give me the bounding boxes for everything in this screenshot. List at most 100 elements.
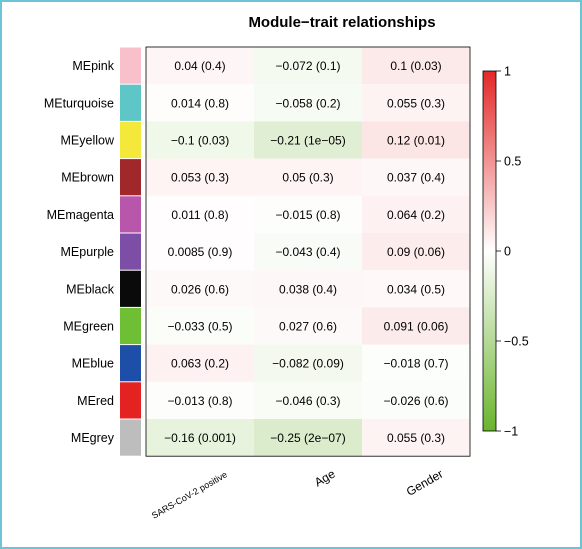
cell-label: −0.026 (0.6) (383, 394, 448, 408)
cell-label: −0.058 (0.2) (275, 96, 340, 110)
heatmap-cell (146, 344, 254, 382)
heatmap-cell (146, 419, 254, 457)
cell-label: −0.043 (0.4) (275, 245, 340, 259)
heatmap-cell (146, 121, 254, 159)
cell-label: 0.027 (0.6) (279, 320, 337, 334)
module-label: MEred (77, 394, 114, 408)
cell-label: 0.09 (0.06) (387, 245, 445, 259)
colorbar-tick-label: 0 (504, 245, 511, 259)
module-label: MEgreen (63, 320, 114, 334)
module-label: MEblack (66, 282, 115, 296)
cell-label: −0.015 (0.8) (275, 208, 340, 222)
cell-label: 0.055 (0.3) (387, 431, 445, 445)
heatmap-cell (254, 381, 362, 419)
module-label: MEgrey (71, 431, 115, 445)
module-label: MEmagenta (47, 208, 114, 222)
heatmap-cell (362, 419, 470, 457)
heatmap-cell (146, 307, 254, 345)
module-label: MEpurple (61, 245, 115, 259)
chart-title: Module−trait relationships (248, 14, 435, 31)
colorbar-tick-label: −0.5 (504, 335, 529, 349)
heatmap-cell (362, 344, 470, 382)
heatmap-cell (146, 47, 254, 85)
cell-label: 0.026 (0.6) (171, 282, 229, 296)
cell-label: −0.046 (0.3) (275, 394, 340, 408)
cell-label: 0.05 (0.3) (282, 171, 333, 185)
module-swatch (120, 307, 141, 345)
module-swatch (120, 159, 141, 196)
module-swatch (120, 270, 141, 307)
heatmap-cell (254, 47, 362, 85)
heatmap-cell (146, 381, 254, 419)
colorbar-tick-label: 0.5 (504, 155, 521, 169)
heatmap-cell (362, 47, 470, 85)
cell-label: 0.091 (0.06) (384, 320, 449, 334)
cell-label: −0.25 (2e−07) (270, 431, 345, 445)
cell-label: 0.014 (0.8) (171, 96, 229, 110)
cell-label: 0.053 (0.3) (171, 171, 229, 185)
heatmap-cell (254, 344, 362, 382)
cell-label: 0.034 (0.5) (387, 282, 445, 296)
cell-label: 0.1 (0.03) (390, 59, 441, 73)
heatmap-border (145, 46, 471, 457)
module-label: MEpink (72, 59, 114, 73)
heatmap-cell (362, 121, 470, 159)
heatmap-cell (362, 381, 470, 419)
heatmap-cell (362, 158, 470, 196)
cell-label: −0.018 (0.7) (383, 357, 448, 371)
heatmap-cell (254, 121, 362, 159)
cell-label: −0.013 (0.8) (167, 394, 232, 408)
heatmap-cell (362, 195, 470, 233)
cell-label: −0.033 (0.5) (167, 320, 232, 334)
heatmap-cell (254, 307, 362, 345)
module-swatch (120, 84, 141, 121)
cell-label: 0.04 (0.4) (174, 59, 225, 73)
module-label: MEturquoise (44, 96, 114, 110)
colorbar-tick-label: −1 (504, 425, 518, 439)
module-swatch (120, 47, 141, 84)
heatmap-cell (146, 84, 254, 122)
heatmap-cell (362, 233, 470, 271)
cell-label: 0.064 (0.2) (387, 208, 445, 222)
cell-label: −0.082 (0.09) (272, 357, 344, 371)
module-label: MEbrown (61, 171, 114, 185)
module-swatch (120, 233, 141, 270)
module-label: MEblue (72, 357, 114, 371)
heatmap-cell (146, 233, 254, 271)
module-swatch (120, 419, 141, 456)
module-swatch (120, 121, 141, 159)
cell-label: −0.21 (1e−05) (270, 134, 345, 148)
module-swatch (120, 382, 141, 419)
module-swatch (120, 345, 141, 382)
cell-label: 0.0085 (0.9) (168, 245, 233, 259)
module-swatch (120, 196, 141, 233)
heatmap-cell (254, 270, 362, 308)
column-label: SARS-CoV-2 positive (150, 469, 229, 520)
column-label: Gender (404, 467, 446, 499)
colorbar-tick-label: 1 (504, 65, 511, 79)
heatmap-cell (146, 158, 254, 196)
cell-label: −0.16 (0.001) (164, 431, 236, 445)
heatmap-cell (254, 158, 362, 196)
cell-label: 0.12 (0.01) (387, 134, 445, 148)
colorbar (482, 70, 497, 432)
cell-label: −0.1 (0.03) (171, 134, 229, 148)
heatmap-cell (254, 84, 362, 122)
heatmap-cell (146, 270, 254, 308)
cell-label: 0.011 (0.8) (171, 208, 228, 222)
cell-label: 0.063 (0.2) (171, 357, 229, 371)
heatmap-cell (362, 84, 470, 122)
heatmap-cell (362, 307, 470, 345)
heatmap-cell (362, 270, 470, 308)
heatmap-cell (254, 195, 362, 233)
heatmap-cell (146, 195, 254, 233)
cell-label: 0.037 (0.4) (387, 171, 445, 185)
heatmap-cell (254, 419, 362, 457)
cell-label: −0.072 (0.1) (275, 59, 340, 73)
column-label: Age (312, 467, 338, 490)
module-label: MEyellow (61, 134, 115, 148)
heatmap-cell (254, 233, 362, 271)
cell-label: 0.055 (0.3) (387, 96, 445, 110)
